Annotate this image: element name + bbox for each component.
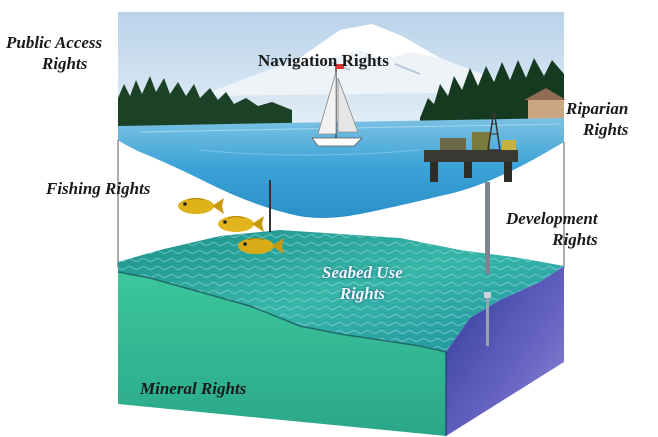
sailboat-icon xyxy=(311,64,363,147)
label-seabed-use-rights: Seabed Use Rights xyxy=(322,263,403,303)
well-pipe-icon xyxy=(484,182,491,346)
label-fishing-rights: Fishing Rights xyxy=(46,179,151,198)
label-mineral-rights: Mineral Rights xyxy=(140,379,247,398)
label-public-access-rights: Public Access Rights xyxy=(6,33,103,73)
fish-icon xyxy=(178,198,284,254)
sediment-side-face xyxy=(446,266,564,436)
sediment-front-face xyxy=(118,272,446,436)
left-forest xyxy=(118,76,292,130)
label-development-rights: Development Rights xyxy=(506,209,598,249)
label-riparian-rights: Riparian Rights xyxy=(566,99,629,139)
label-navigation-rights: Navigation Rights xyxy=(258,51,389,70)
oil-platform-icon xyxy=(424,109,518,182)
